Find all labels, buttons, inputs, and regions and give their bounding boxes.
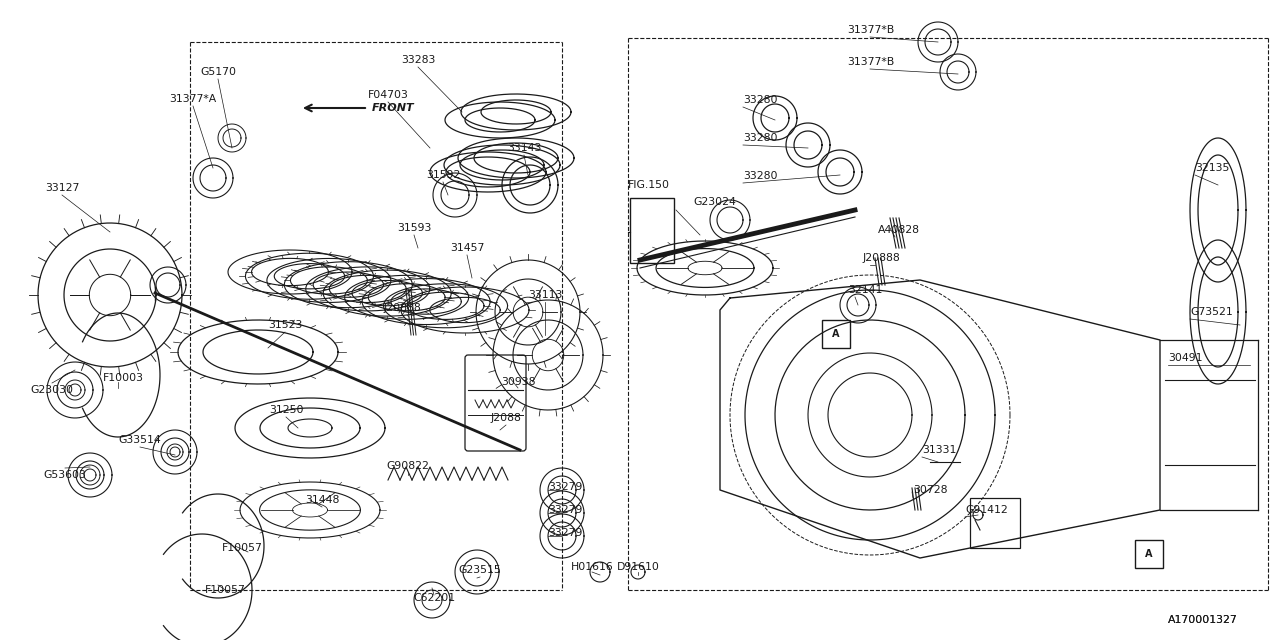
Text: FIG.150: FIG.150 — [628, 180, 669, 190]
Text: G23515: G23515 — [458, 565, 502, 575]
Text: 32135: 32135 — [1196, 163, 1229, 173]
Text: A: A — [832, 329, 840, 339]
Text: 33127: 33127 — [45, 183, 79, 193]
Text: F10057: F10057 — [205, 585, 246, 595]
Text: G5170: G5170 — [200, 67, 236, 77]
Text: J20888: J20888 — [383, 303, 421, 313]
Text: D91610: D91610 — [617, 562, 659, 572]
Text: 32141: 32141 — [849, 285, 882, 295]
Text: 33143: 33143 — [507, 143, 541, 153]
Text: 31377*B: 31377*B — [847, 57, 895, 67]
Text: 33279: 33279 — [548, 505, 582, 515]
Text: J20888: J20888 — [863, 253, 901, 263]
Text: A170001327: A170001327 — [1169, 615, 1238, 625]
Text: 33279: 33279 — [548, 482, 582, 492]
Text: 31523: 31523 — [268, 320, 302, 330]
Text: 31377*B: 31377*B — [847, 25, 895, 35]
Text: A40828: A40828 — [878, 225, 920, 235]
Text: 31593: 31593 — [397, 223, 431, 233]
Text: 33283: 33283 — [401, 55, 435, 65]
Text: C62201: C62201 — [413, 593, 456, 603]
Text: 31448: 31448 — [305, 495, 339, 505]
Text: 33279: 33279 — [548, 528, 582, 538]
Text: FRONT: FRONT — [372, 103, 415, 113]
Text: 31250: 31250 — [269, 405, 303, 415]
Text: F10057: F10057 — [221, 543, 262, 553]
Text: F10003: F10003 — [102, 373, 143, 383]
Text: 31592: 31592 — [426, 170, 461, 180]
Text: F04703: F04703 — [367, 90, 408, 100]
Text: 33280: 33280 — [742, 171, 777, 181]
Text: A: A — [1146, 549, 1153, 559]
Text: 33280: 33280 — [742, 95, 777, 105]
Text: 33113: 33113 — [527, 290, 562, 300]
Text: 31457: 31457 — [449, 243, 484, 253]
Text: G91412: G91412 — [965, 505, 1007, 515]
Text: 30491: 30491 — [1169, 353, 1202, 363]
Text: 30938: 30938 — [500, 377, 535, 387]
Text: J2088: J2088 — [490, 413, 521, 423]
Text: H01616: H01616 — [571, 562, 613, 572]
Text: G33514: G33514 — [119, 435, 161, 445]
Text: 31377*A: 31377*A — [169, 94, 216, 104]
Text: 31331: 31331 — [922, 445, 956, 455]
Text: G90822: G90822 — [387, 461, 429, 471]
Text: 33280: 33280 — [742, 133, 777, 143]
Text: G73521: G73521 — [1190, 307, 1233, 317]
Text: A170001327: A170001327 — [1169, 615, 1238, 625]
Text: G23024: G23024 — [692, 197, 736, 207]
Text: G53603: G53603 — [44, 470, 87, 480]
Text: 30728: 30728 — [913, 485, 947, 495]
Text: G23030: G23030 — [31, 385, 73, 395]
